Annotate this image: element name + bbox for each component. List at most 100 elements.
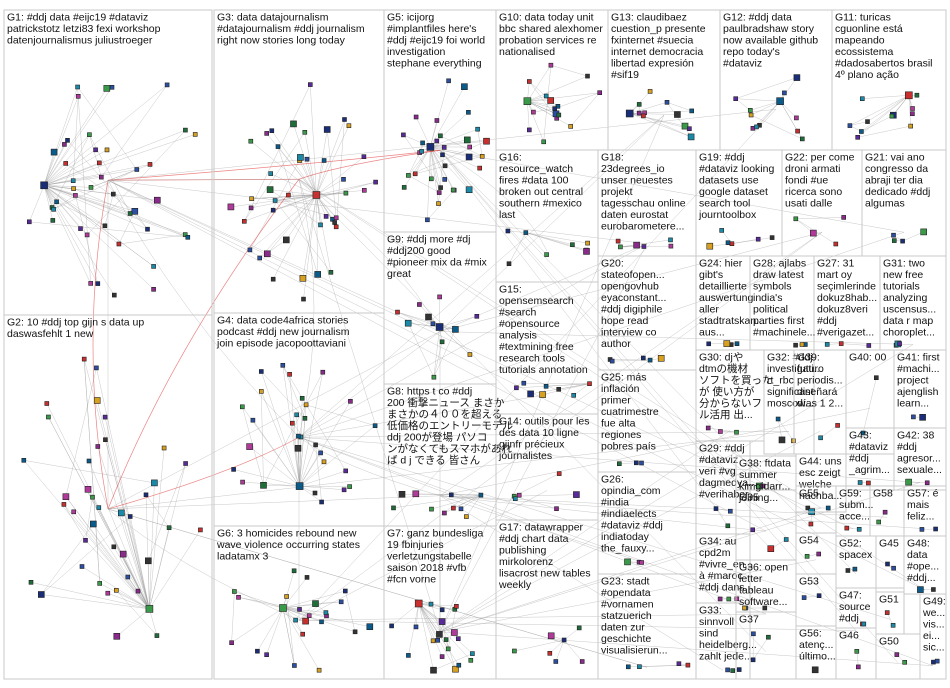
vertex bbox=[905, 478, 912, 486]
vertex bbox=[313, 442, 318, 448]
vertex bbox=[341, 487, 347, 493]
vertex bbox=[279, 604, 287, 612]
vertex bbox=[585, 73, 590, 79]
vertex bbox=[240, 404, 245, 410]
vertex bbox=[361, 188, 367, 193]
edge bbox=[430, 139, 468, 148]
vertex bbox=[897, 341, 902, 347]
vertex bbox=[483, 137, 490, 145]
group-label-g7: verletzungstabelle bbox=[387, 551, 472, 563]
vertex bbox=[373, 179, 378, 185]
group-label-g42: sexuale... bbox=[897, 464, 942, 476]
vertex bbox=[747, 108, 753, 113]
group-label-g26: G26: bbox=[601, 474, 624, 486]
vertex bbox=[185, 235, 191, 240]
group-label-g20: #ddj digiphile bbox=[601, 304, 662, 316]
cross-edge bbox=[298, 243, 648, 438]
group-label-g38: kimgidarr... bbox=[739, 481, 790, 493]
vertex bbox=[439, 339, 445, 345]
vertex bbox=[468, 657, 474, 663]
vertex bbox=[258, 389, 264, 394]
vertex bbox=[571, 392, 577, 398]
vertex bbox=[97, 581, 102, 586]
vertex bbox=[293, 617, 298, 623]
edge bbox=[277, 146, 317, 196]
edge bbox=[316, 160, 325, 196]
edge bbox=[316, 156, 365, 196]
cross-edge bbox=[439, 495, 767, 532]
group-label-g25: primer bbox=[601, 395, 631, 407]
group-label-g18: projekt bbox=[601, 186, 633, 198]
vertex bbox=[523, 230, 529, 235]
vertex bbox=[641, 244, 647, 249]
edge bbox=[867, 95, 909, 122]
vertex bbox=[466, 110, 471, 115]
edge bbox=[735, 77, 797, 99]
vertex bbox=[246, 443, 253, 450]
edge bbox=[555, 639, 565, 662]
edge bbox=[861, 115, 892, 132]
edge bbox=[849, 121, 868, 126]
edge bbox=[403, 134, 441, 188]
group-label-g11: mapeando bbox=[835, 35, 885, 47]
group-label-g56: G56: bbox=[799, 628, 822, 640]
group-label-g24: auswertung bbox=[699, 292, 753, 304]
edge bbox=[51, 134, 90, 208]
group-label-g41: #machi... bbox=[897, 363, 940, 375]
edge bbox=[299, 461, 325, 487]
edge bbox=[430, 146, 483, 157]
cross-edge bbox=[298, 620, 857, 631]
edge bbox=[573, 383, 590, 396]
edge bbox=[63, 504, 86, 541]
vertex bbox=[316, 667, 322, 673]
group-label-g31: analyzing bbox=[883, 292, 928, 304]
vertex bbox=[401, 185, 407, 190]
vertex bbox=[919, 527, 925, 532]
edge bbox=[77, 86, 91, 284]
edge bbox=[282, 607, 295, 666]
vertex bbox=[910, 106, 915, 111]
vertex bbox=[198, 527, 203, 533]
group-label-g57: feliz... bbox=[907, 511, 934, 523]
vertex bbox=[448, 492, 454, 498]
edge bbox=[514, 473, 560, 497]
cross-edge bbox=[298, 394, 548, 438]
group-label-g47: G47: bbox=[839, 590, 862, 602]
vertex bbox=[147, 162, 153, 167]
edge bbox=[249, 446, 300, 487]
group-label-g39: días 1 2... bbox=[797, 398, 843, 410]
edge bbox=[86, 129, 186, 236]
vertex bbox=[539, 391, 546, 398]
vertex bbox=[467, 144, 473, 150]
vertex bbox=[920, 228, 928, 236]
vertex bbox=[639, 460, 644, 466]
vertex bbox=[750, 527, 756, 533]
vertex bbox=[751, 631, 756, 637]
vertex bbox=[412, 490, 420, 498]
vertex bbox=[127, 211, 133, 216]
edge bbox=[440, 135, 483, 157]
group-label-g1: datenjournalismus juliustroeger bbox=[7, 35, 153, 47]
vertex bbox=[71, 509, 76, 515]
group-label-g14: des data 10 ligne bbox=[499, 427, 579, 439]
edge bbox=[418, 603, 455, 610]
edge bbox=[251, 194, 317, 209]
vertex bbox=[395, 309, 400, 315]
cross-edge bbox=[298, 431, 790, 438]
edge bbox=[63, 504, 150, 610]
group-label-g38: joining... bbox=[738, 492, 778, 504]
vertex bbox=[372, 423, 378, 429]
group-label-g18: unser neuestes bbox=[601, 175, 673, 187]
edge bbox=[430, 146, 454, 191]
group-label-g15: opensemsearch bbox=[499, 295, 574, 307]
edge bbox=[403, 146, 431, 188]
vertex bbox=[333, 224, 339, 230]
group-label-g39: diseñará bbox=[797, 386, 837, 398]
vertex bbox=[127, 514, 133, 519]
vertex bbox=[668, 237, 673, 243]
cross-edge bbox=[92, 180, 109, 510]
vertex bbox=[547, 632, 555, 640]
edge bbox=[527, 101, 544, 142]
vertex bbox=[689, 108, 695, 114]
cross-edge bbox=[439, 150, 899, 663]
